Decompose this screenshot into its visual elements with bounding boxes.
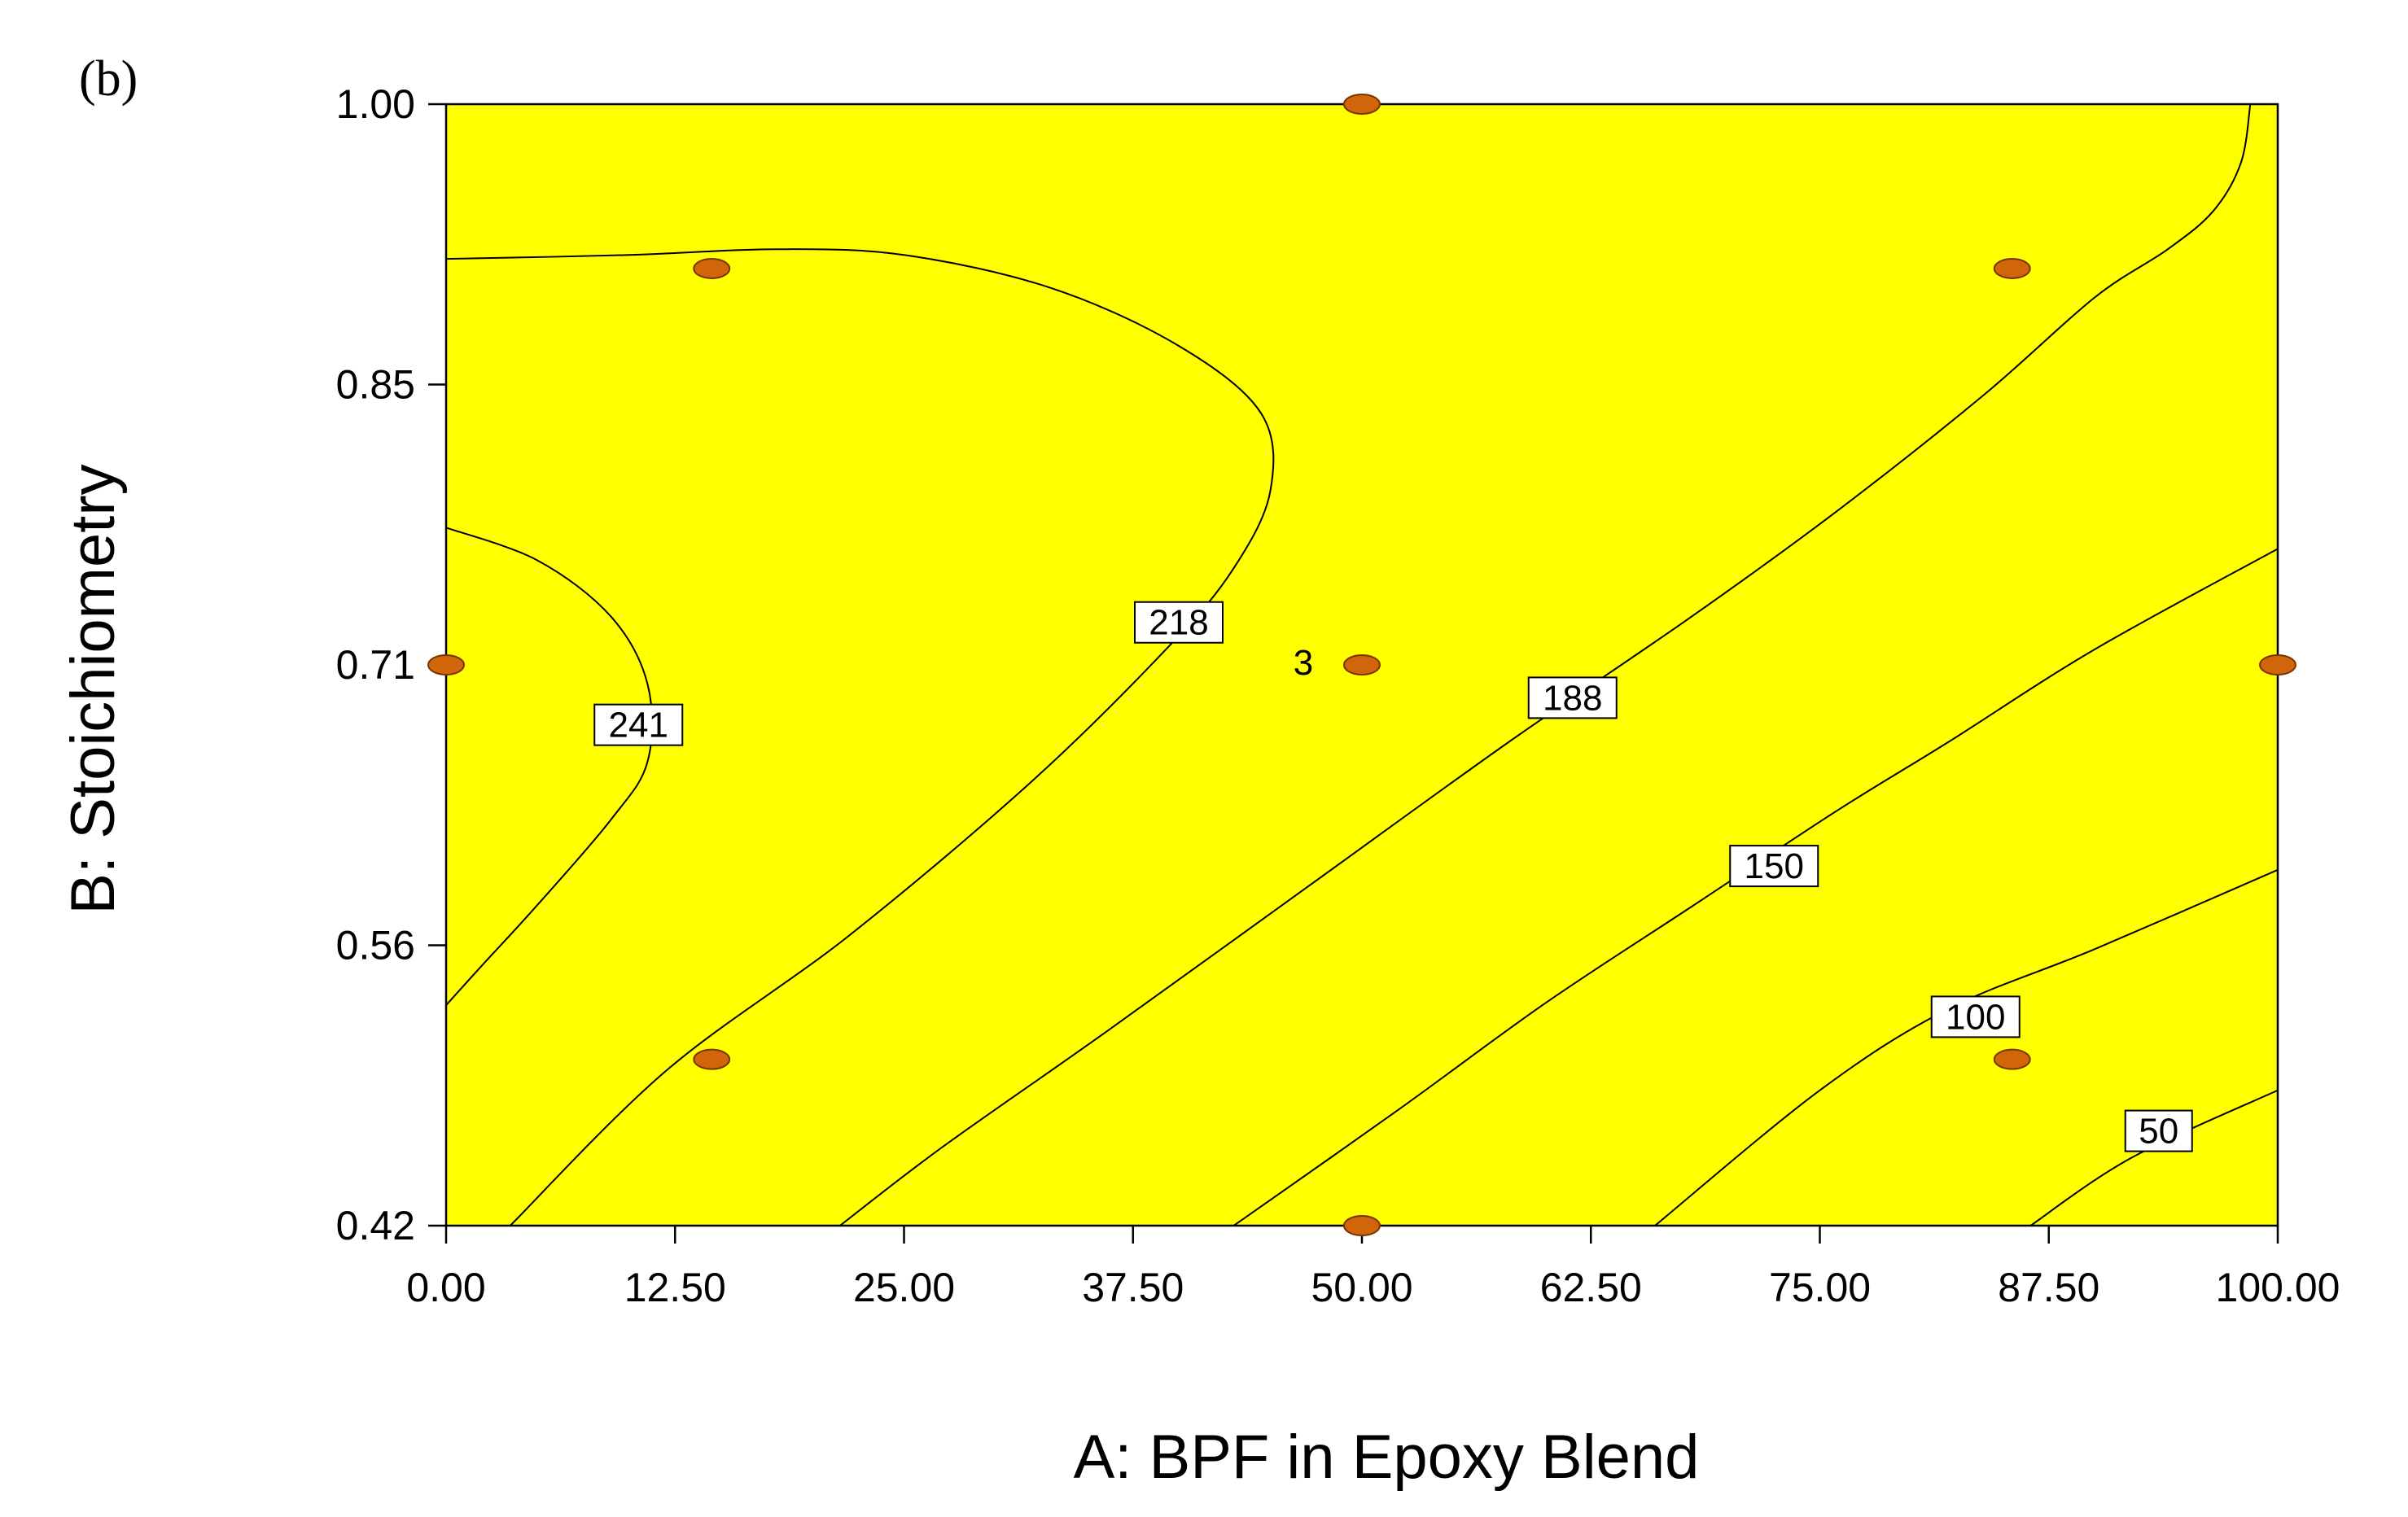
design-point [1993,257,2031,279]
contour-line-241 [445,527,654,1006]
contour-label-box [1134,601,1224,644]
contour-label-218: 218 [1149,603,1208,643]
x-tick-label: 100.00 [2216,1265,2340,1310]
design-point [693,257,731,279]
x-tick-label: 87.50 [1998,1265,2099,1310]
x-axis-title: A: BPF in Epoxy Blend [1074,1423,1700,1492]
y-tick-label: 0.85 [336,362,415,408]
x-tick-label: 0.00 [406,1265,485,1310]
contour-labels: 241 218 188 150 100 50 3 [593,601,2193,1152]
design-point [693,1048,731,1070]
contour-label-box [1930,995,2021,1038]
design-points [427,94,2296,1236]
design-point [1343,1215,1381,1236]
y-tick-label: 0.71 [336,642,415,688]
contour-label-box [2124,1109,2193,1152]
contour-label-188: 188 [1543,678,1602,718]
contour-label-box [1527,676,1618,719]
design-point [1343,654,1381,675]
replicate-count-annotation: 3 [1294,643,1313,683]
design-point [2259,654,2296,675]
x-tick-label: 50.00 [1311,1265,1412,1310]
design-point [1993,1048,2031,1070]
x-tick-label: 25.00 [853,1265,955,1310]
design-point [1343,94,1381,115]
y-tick-label: 1.00 [336,81,415,127]
design-point [427,654,465,675]
contour-line-188 [839,103,2252,1226]
y-axis-title: B: Stoichiometry [59,464,128,914]
contour-label-100: 100 [1946,997,2005,1037]
contour-line-50 [2029,1089,2279,1226]
contour-label-150: 150 [1745,846,1804,886]
y-tick-label: 0.42 [336,1203,415,1248]
contour-label-box [1729,845,1819,888]
axes: 0.00 12.50 25.00 37.50 50.00 62.50 75.00 87.50 1… [336,81,2340,1310]
contour-label-box [593,703,684,746]
x-tick-label: 12.50 [624,1265,726,1310]
x-tick-label: 37.50 [1082,1265,1184,1310]
contour-label-241: 241 [609,706,668,745]
panel-label: (b) [79,51,138,107]
x-tick-label: 75.00 [1769,1265,1871,1310]
y-tick-label: 0.56 [336,923,415,968]
contour-line-218 [445,248,1275,1226]
x-tick-label: 62.50 [1540,1265,1642,1310]
contour-label-50: 50 [2139,1112,2178,1152]
